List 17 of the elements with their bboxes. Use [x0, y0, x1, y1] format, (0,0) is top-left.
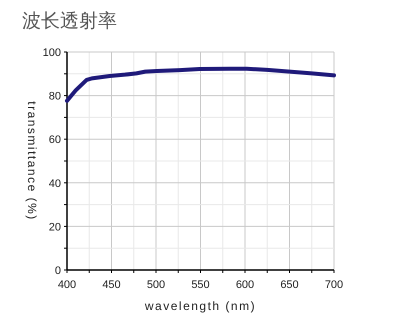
- x-tick-label: 400: [58, 279, 76, 291]
- y-tick-label: 60: [48, 134, 61, 146]
- x-tick-label: 450: [102, 279, 121, 291]
- chart-title: 波长透射率: [22, 10, 117, 32]
- y-tick-label: 0: [54, 265, 61, 277]
- y-tick-label: 20: [48, 221, 61, 234]
- y-tick-label: 100: [42, 47, 61, 59]
- x-tick-label: 500: [146, 279, 166, 291]
- x-axis-title: wavelength (nm): [144, 299, 256, 313]
- x-tick-label: 550: [191, 279, 210, 291]
- y-tick-label: 40: [48, 178, 61, 190]
- y-axis-title: transmittance (%): [25, 101, 39, 221]
- x-tick-label: 650: [280, 279, 299, 291]
- line-series: [65, 66, 336, 103]
- y-tick-label: 80: [48, 90, 61, 103]
- x-tick-label: 700: [324, 279, 344, 291]
- x-tick-label: 600: [236, 279, 254, 291]
